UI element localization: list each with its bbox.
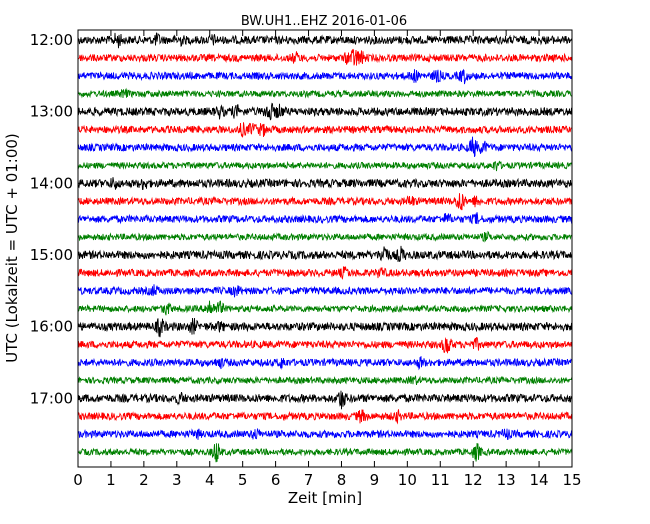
x-tick-label: 14 [530, 471, 549, 489]
y-tick-label: 17:00 [30, 389, 73, 407]
traces-layer [77, 32, 573, 463]
seismic-trace [77, 193, 573, 211]
seismic-trace [77, 87, 573, 99]
x-tick-label: 13 [497, 471, 516, 489]
x-tick-label: 10 [398, 471, 417, 489]
x-tick-label: 3 [172, 471, 182, 489]
seismic-trace [77, 390, 573, 410]
y-axis-label: UTC (Lokalzeit = UTC + 01:00) [3, 133, 21, 363]
seismic-trace [77, 230, 573, 243]
x-axis-label: Zeit [min] [288, 489, 362, 507]
seismic-trace [77, 266, 573, 280]
plot-frame [77, 29, 573, 468]
seismic-trace [77, 136, 573, 157]
x-tick-label: 5 [238, 471, 248, 489]
x-tick-label: 2 [139, 471, 149, 489]
x-tick-label: 11 [431, 471, 450, 489]
x-tick-label: 9 [370, 471, 380, 489]
seismic-trace [77, 428, 573, 440]
seismic-trace [77, 212, 573, 225]
seismic-trace [77, 102, 573, 121]
y-tick-label: 14:00 [30, 174, 73, 192]
x-tick-label: 4 [205, 471, 215, 489]
seismic-trace [77, 409, 573, 425]
x-tick-label: 12 [464, 471, 483, 489]
x-axis: 0 1 2 3 4 5 6 7 8 9 10 11 12 13 14 15 [73, 30, 582, 489]
seismic-trace [77, 160, 573, 172]
chart-title: BW.UH1..EHZ 2016-01-06 [241, 14, 407, 29]
x-tick-label: 0 [73, 471, 83, 489]
seismic-trace [77, 245, 573, 262]
x-tick-label: 7 [304, 471, 314, 489]
y-axis: 12:00 13:00 14:00 15:00 16:00 17:00 [30, 31, 572, 407]
seismic-trace [77, 284, 573, 298]
seismic-trace [77, 122, 573, 138]
seismic-trace [78, 300, 573, 316]
seismic-trace [77, 317, 573, 338]
y-tick-label: 16:00 [30, 318, 73, 336]
y-tick-label: 13:00 [30, 103, 73, 121]
x-tick-label: 1 [106, 471, 116, 489]
seismic-trace [77, 443, 573, 463]
seismic-trace [77, 177, 573, 191]
seismic-trace [77, 68, 573, 85]
x-tick-label: 8 [337, 471, 347, 489]
seismic-trace [77, 336, 573, 354]
seismic-trace [77, 356, 573, 371]
x-tick-label: 15 [562, 471, 581, 489]
seismic-trace [77, 48, 573, 66]
y-tick-label: 15:00 [30, 246, 73, 264]
seismic-trace [77, 32, 573, 49]
y-tick-label: 12:00 [30, 31, 73, 49]
x-tick-label: 6 [271, 471, 281, 489]
seismic-trace [77, 375, 573, 386]
